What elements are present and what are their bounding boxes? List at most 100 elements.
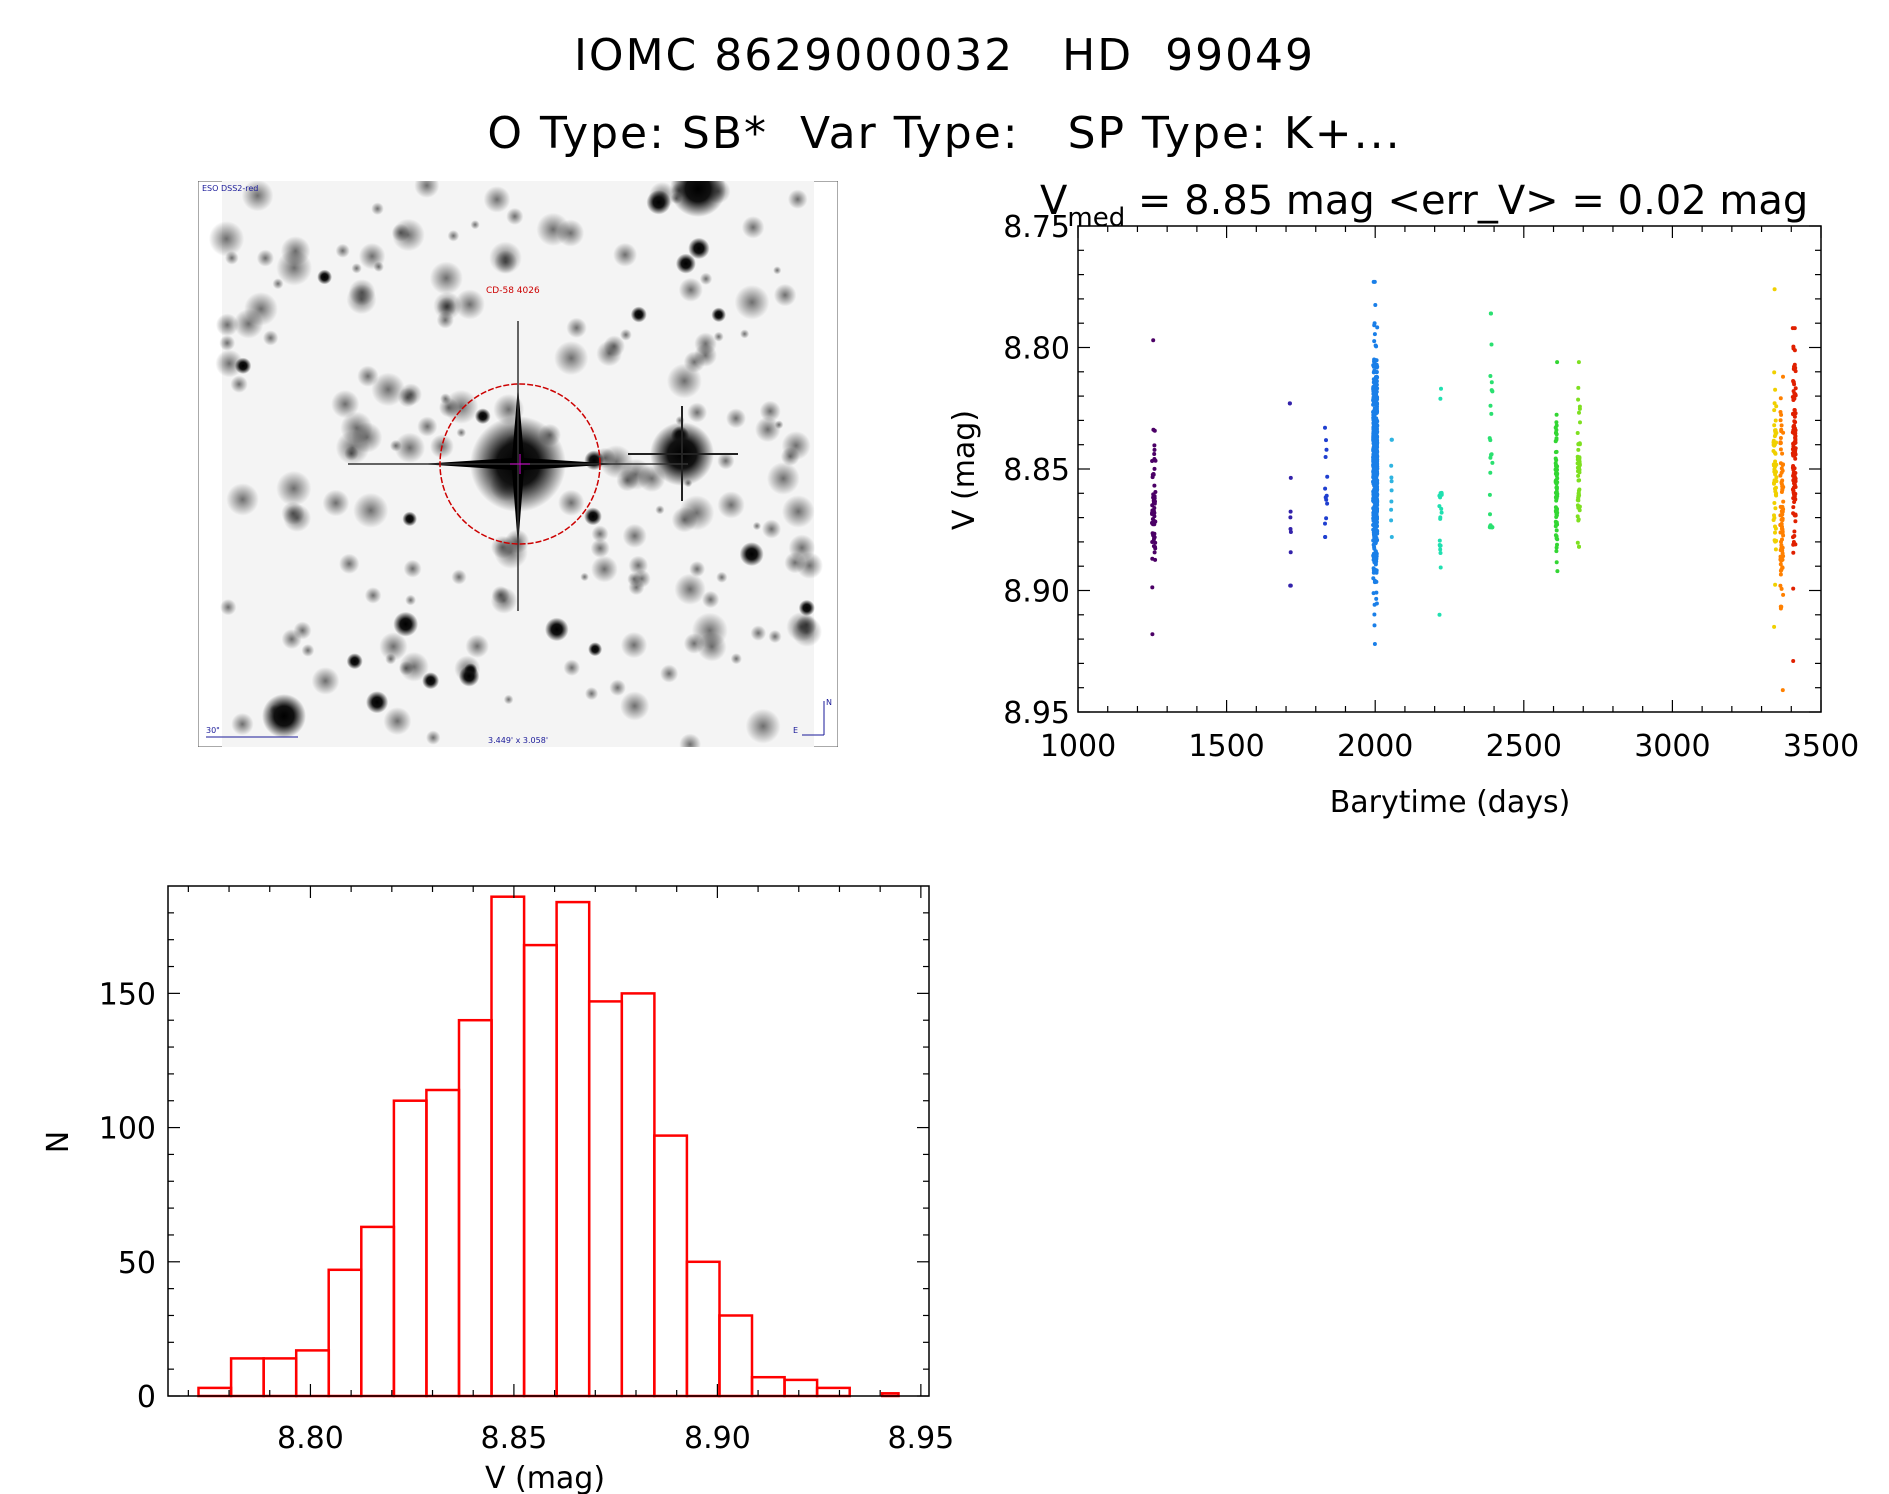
faint-star — [494, 250, 518, 274]
light-curve-point — [1389, 499, 1394, 504]
faint-star — [454, 289, 485, 320]
light-curve-point — [1555, 537, 1560, 542]
faint-star — [226, 483, 259, 516]
light-curve-point — [1772, 624, 1777, 629]
faint-star — [276, 470, 312, 506]
light-curve-point — [1374, 554, 1379, 559]
light-curve-point — [1778, 447, 1783, 452]
light-curve-point — [1553, 456, 1558, 461]
x-tick-label: 3000 — [1634, 729, 1710, 764]
light-curve-point — [1772, 481, 1776, 486]
light-curve-point — [1389, 479, 1394, 484]
light-curve-point — [1152, 550, 1157, 555]
faint-star — [262, 330, 279, 346]
light-curve-point — [1778, 513, 1783, 518]
light-curve-point — [1374, 449, 1379, 453]
light-curve-point — [1287, 401, 1292, 406]
faint-star — [293, 621, 312, 640]
light-curve-point — [1791, 659, 1796, 663]
light-curve-point — [1324, 447, 1329, 452]
fov-label: 3.449' x 3.058' — [488, 736, 548, 745]
histogram-bar — [620, 992, 656, 1398]
light-curve-point — [1774, 491, 1779, 496]
light-curve-point — [1488, 455, 1493, 460]
light-curve-point — [1488, 374, 1493, 378]
faint-star — [620, 691, 650, 721]
light-curve-point — [1439, 510, 1444, 515]
light-curve-point — [1150, 531, 1155, 536]
faint-star — [697, 632, 727, 662]
light-curve-point — [1778, 606, 1783, 611]
light-curve-point — [1778, 473, 1783, 478]
light-curve-point — [1781, 485, 1786, 490]
light-curve-point — [1371, 435, 1376, 439]
faint-star — [353, 492, 389, 528]
faint-star — [215, 313, 239, 337]
light-curve-point — [1438, 495, 1443, 500]
light-curve-point — [1374, 528, 1379, 532]
light-curve-point — [1772, 515, 1777, 520]
bright-star-bottom-left — [262, 694, 306, 738]
light-curve-point — [1488, 311, 1493, 316]
histogram-bar — [653, 1134, 689, 1398]
faint-star — [628, 579, 645, 596]
faint-star — [357, 365, 379, 387]
star — [458, 666, 480, 687]
light-curve-axes: 1000 1500 2000 2500 3000 3500 8.75 8.80 8.85 8.90… — [1003, 210, 1859, 764]
light-curve-point — [1553, 439, 1558, 444]
light-curve-point — [1325, 474, 1330, 479]
light-curve-point — [1554, 432, 1559, 437]
light-curve-point — [1438, 551, 1443, 555]
light-curve-point — [1772, 450, 1777, 455]
faint-star — [389, 439, 402, 452]
faint-star — [429, 261, 463, 295]
light-curve-point — [1150, 521, 1155, 526]
faint-star — [766, 462, 800, 495]
light-curve-point — [1577, 404, 1582, 409]
light-curve-point — [1772, 423, 1777, 428]
light-curve-point — [1373, 549, 1378, 554]
light-curve-point — [1372, 323, 1377, 328]
light-curve-point — [1792, 425, 1797, 430]
light-curve-point — [1371, 557, 1376, 562]
star — [346, 653, 363, 670]
faint-star — [364, 587, 382, 604]
light-curve-point — [1372, 517, 1377, 521]
faint-star — [491, 535, 514, 559]
faint-star — [585, 687, 599, 701]
light-curve-point — [1575, 461, 1580, 466]
bright-star-right — [628, 406, 738, 501]
faint-star — [256, 249, 274, 267]
light-curve-point — [1152, 483, 1157, 488]
faint-star — [752, 521, 762, 531]
light-curve-point — [1778, 562, 1783, 567]
faint-star — [383, 707, 412, 736]
light-curve-point — [1152, 428, 1157, 433]
light-curve-point — [1791, 464, 1796, 468]
histogram-bar — [294, 1349, 331, 1398]
histogram-bar — [587, 1000, 624, 1398]
light-curve-point — [1389, 437, 1394, 442]
title-line-2: O Type: SB* Var Type: SP Type: K+... — [487, 108, 1402, 159]
light-curve-point — [1373, 303, 1378, 307]
faint-star — [740, 329, 750, 339]
light-curve-point — [1323, 425, 1327, 430]
faint-star — [780, 447, 800, 466]
light-curve-point — [1780, 688, 1785, 693]
light-curve-point — [1793, 519, 1798, 524]
faint-star — [694, 332, 717, 355]
light-curve-point — [1372, 642, 1377, 646]
light-curve-point — [1153, 540, 1158, 545]
light-curve-point — [1372, 623, 1377, 628]
faint-star — [734, 284, 770, 320]
light-curve-point — [1372, 523, 1376, 528]
y-tick-label: 8.85 — [1003, 453, 1070, 488]
light-curve-point — [1792, 453, 1797, 458]
light-curve-point — [1372, 412, 1377, 417]
light-curve-point — [1371, 384, 1376, 389]
light-curve-point — [1778, 557, 1783, 562]
faint-star — [465, 634, 490, 658]
star — [646, 190, 671, 215]
faint-star — [554, 341, 589, 376]
x-tick-label: 1000 — [1040, 729, 1116, 764]
